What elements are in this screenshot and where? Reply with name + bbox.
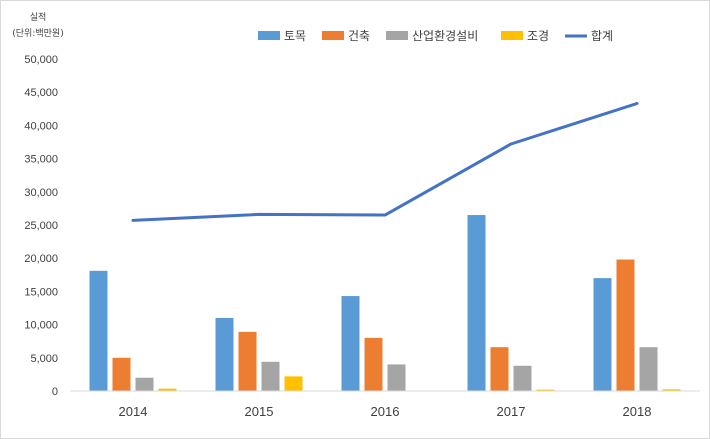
y-tick-label: 15,000 — [24, 286, 58, 298]
bar-산업환경설비-2017 — [513, 365, 532, 391]
bar-토목-2017 — [467, 215, 486, 391]
legend-label: 산업환경설비 — [412, 29, 478, 43]
y-tick-label: 10,000 — [24, 320, 58, 332]
y-tick-label: 20,000 — [24, 253, 58, 265]
bar-건축-2016 — [364, 337, 383, 391]
bar-조경-2015 — [284, 376, 303, 391]
legend-label: 합계 — [591, 29, 613, 43]
legend-label: 토목 — [284, 29, 306, 43]
legend-label: 조경 — [527, 29, 549, 43]
bar-토목-2014 — [89, 270, 108, 391]
bar-토목-2018 — [593, 278, 612, 391]
legend-label: 건축 — [348, 29, 370, 43]
legend-swatch — [322, 31, 344, 40]
bar-토목-2016 — [341, 296, 360, 391]
y-tick-label: 5,000 — [30, 353, 58, 365]
bar-조경-2018 — [662, 389, 681, 391]
legend-swatch — [258, 31, 280, 40]
bar-토목-2015 — [215, 317, 234, 391]
bar-산업환경설비-2016 — [387, 364, 406, 391]
y-tick-label: 45,000 — [24, 87, 58, 99]
x-tick-label: 2016 — [371, 404, 400, 419]
bar-산업환경설비-2014 — [135, 377, 154, 391]
bar-건축-2018 — [616, 259, 635, 391]
y-tick-label: 25,000 — [24, 220, 58, 232]
y-axis-title-line1: 실적 — [30, 11, 47, 23]
x-tick-label: 2017 — [497, 404, 526, 419]
y-tick-label: 0 — [52, 386, 58, 398]
y-tick-label: 30,000 — [24, 187, 58, 199]
y-tick-label: 35,000 — [24, 154, 58, 166]
x-tick-label: 2018 — [623, 404, 652, 419]
legend-swatch — [386, 31, 408, 40]
bar-산업환경설비-2018 — [639, 347, 658, 391]
y-axis-title-line2: (단위:백만원) — [12, 28, 63, 39]
bar-건축-2017 — [490, 347, 509, 391]
bar-산업환경설비-2015 — [261, 361, 280, 391]
x-tick-label: 2014 — [119, 404, 148, 419]
x-tick-label: 2015 — [245, 404, 274, 419]
legend-swatch — [501, 31, 523, 40]
bar-조경-2017 — [536, 389, 555, 391]
y-tick-label: 40,000 — [24, 120, 58, 132]
bar-조경-2014 — [158, 388, 177, 391]
y-tick-label: 50,000 — [24, 54, 58, 66]
bar-건축-2015 — [238, 331, 257, 391]
line-series-합계 — [131, 101, 639, 222]
bar-건축-2014 — [112, 357, 131, 391]
